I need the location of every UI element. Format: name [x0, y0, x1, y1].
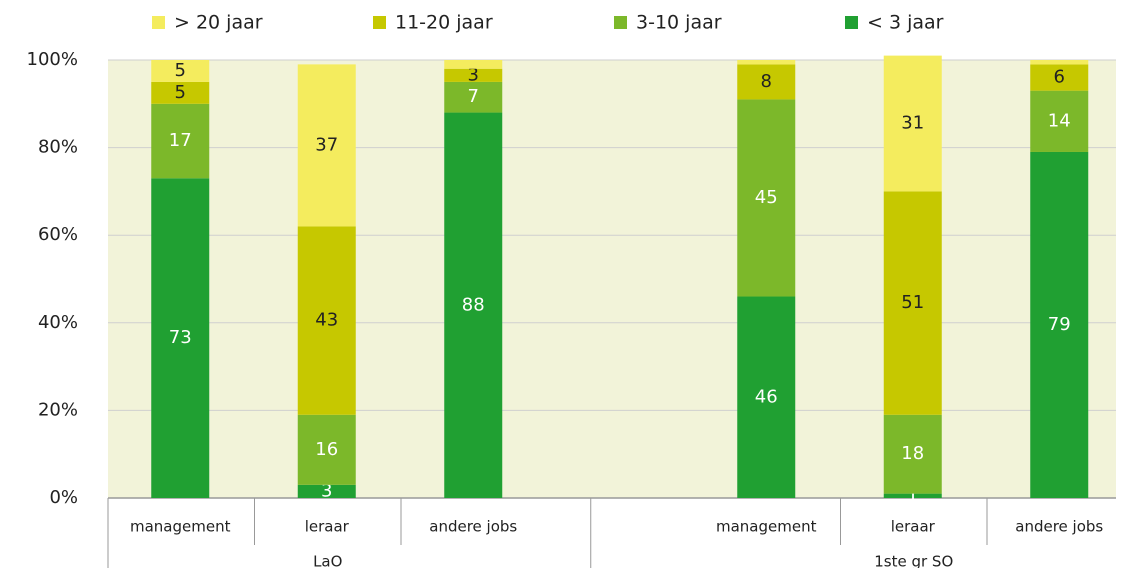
bar-segment — [151, 103, 210, 179]
bar-segment — [297, 226, 356, 415]
x-tick-label: management — [130, 518, 231, 536]
y-tick-label: 80% — [38, 137, 78, 158]
legend-label: 11-20 jaar — [395, 12, 493, 34]
group-label: LaO — [313, 553, 342, 568]
legend-swatch — [152, 16, 165, 29]
value-label: 79 — [1048, 314, 1071, 335]
bar-segment — [1030, 90, 1089, 152]
value-label: 8 — [761, 71, 772, 92]
x-tick-label: andere jobs — [1015, 518, 1103, 536]
value-label: 17 — [169, 130, 192, 151]
x-tick-label: leraar — [305, 518, 350, 536]
bar-segment — [297, 484, 356, 498]
y-tick-label: 0% — [49, 487, 78, 508]
bar-segment — [151, 60, 210, 82]
bar-segment — [883, 55, 942, 192]
bar-segment — [1030, 60, 1089, 65]
bar-segment — [883, 414, 942, 494]
value-label: 31 — [901, 113, 924, 134]
bar-segment — [444, 60, 503, 69]
value-label: 14 — [1048, 110, 1071, 131]
bar-segment — [737, 64, 796, 100]
x-tick-label: management — [716, 518, 817, 536]
value-label: 51 — [901, 292, 924, 313]
value-label: 3 — [468, 64, 479, 85]
value-label: 1 — [907, 485, 918, 506]
bar-segment — [151, 81, 210, 104]
y-tick-label: 20% — [38, 399, 78, 420]
bar-segment — [883, 493, 942, 498]
x-tick-label: andere jobs — [429, 518, 517, 536]
bar-segment — [444, 68, 503, 82]
legend-swatch — [614, 16, 627, 29]
value-label: 88 — [462, 294, 485, 315]
value-label: 5 — [175, 82, 186, 103]
bar-segment — [883, 191, 942, 415]
value-label: 6 — [1054, 67, 1065, 88]
bar-segment — [1030, 151, 1089, 499]
y-tick-label: 100% — [27, 49, 78, 70]
y-tick-label: 60% — [38, 224, 78, 245]
legend-label: < 3 jaar — [867, 12, 944, 34]
value-label: 18 — [901, 443, 924, 464]
bar-segment — [1030, 64, 1089, 91]
value-label: 73 — [169, 327, 192, 348]
x-tick-label: leraar — [891, 518, 936, 536]
bar-segment — [737, 99, 796, 297]
legend-label: 3-10 jaar — [636, 12, 722, 34]
bar-segment — [297, 414, 356, 485]
value-label: 16 — [315, 439, 338, 460]
value-label: 46 — [755, 386, 778, 407]
plot-background — [108, 60, 1116, 498]
bar-segment — [444, 81, 503, 113]
value-label: 7 — [468, 86, 479, 107]
group-label: 1ste gr SO — [874, 553, 953, 568]
value-label: 3 — [321, 480, 332, 501]
bar-segment — [444, 112, 503, 498]
legend-swatch — [373, 16, 386, 29]
legend-swatch — [845, 16, 858, 29]
y-tick-label: 40% — [38, 312, 78, 333]
value-label: 5 — [175, 60, 186, 81]
value-label: 43 — [315, 310, 338, 331]
value-label: 45 — [755, 187, 778, 208]
bar-segment — [297, 64, 356, 227]
legend-label: > 20 jaar — [174, 12, 263, 34]
bar-segment — [737, 60, 796, 65]
value-label: 37 — [315, 134, 338, 155]
bar-segment — [737, 296, 796, 498]
bar-segment — [151, 178, 210, 498]
